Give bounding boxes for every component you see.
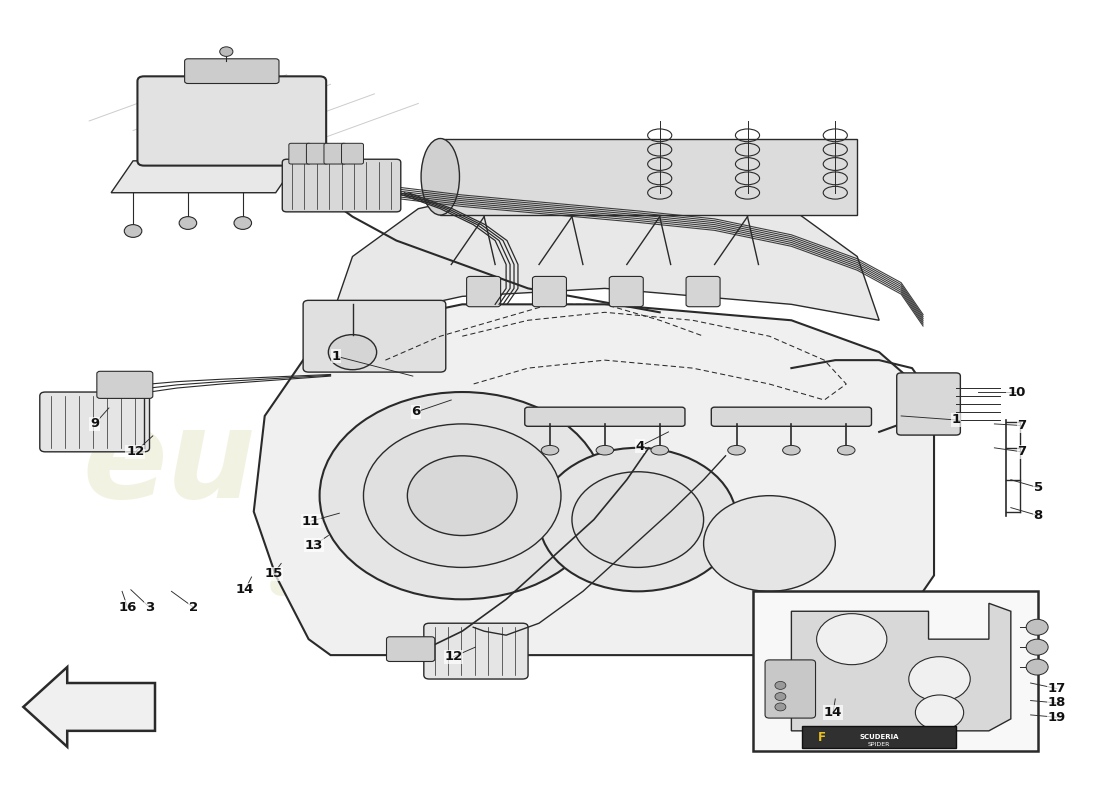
Text: 17: 17 xyxy=(1048,682,1066,695)
Polygon shape xyxy=(440,138,857,215)
Text: 6: 6 xyxy=(411,406,421,418)
FancyBboxPatch shape xyxy=(424,623,528,679)
Polygon shape xyxy=(331,185,879,320)
FancyBboxPatch shape xyxy=(532,277,566,306)
FancyBboxPatch shape xyxy=(185,58,279,83)
Text: 12: 12 xyxy=(126,446,144,458)
Text: 9: 9 xyxy=(90,418,99,430)
FancyBboxPatch shape xyxy=(802,726,956,748)
Text: 7: 7 xyxy=(1018,446,1026,458)
Ellipse shape xyxy=(596,446,614,455)
Text: 13: 13 xyxy=(305,538,323,551)
FancyBboxPatch shape xyxy=(466,277,500,306)
FancyBboxPatch shape xyxy=(754,591,1038,750)
Text: 1: 1 xyxy=(952,414,960,426)
FancyBboxPatch shape xyxy=(283,159,400,212)
FancyBboxPatch shape xyxy=(304,300,446,372)
Circle shape xyxy=(816,614,887,665)
FancyBboxPatch shape xyxy=(712,407,871,426)
Text: SPIDER: SPIDER xyxy=(868,742,890,747)
Text: 12: 12 xyxy=(444,650,463,663)
FancyBboxPatch shape xyxy=(307,143,329,164)
FancyBboxPatch shape xyxy=(896,373,960,435)
Circle shape xyxy=(774,703,785,711)
Text: SCUDERIA: SCUDERIA xyxy=(859,734,899,740)
Text: F: F xyxy=(818,730,826,744)
Circle shape xyxy=(234,217,252,230)
Text: 5: 5 xyxy=(1034,481,1043,494)
FancyBboxPatch shape xyxy=(97,371,153,398)
Circle shape xyxy=(363,424,561,567)
Text: euro: euro xyxy=(82,403,404,524)
Polygon shape xyxy=(791,603,1011,731)
Polygon shape xyxy=(254,304,934,655)
Text: 4: 4 xyxy=(636,440,645,453)
Text: 14: 14 xyxy=(824,706,843,719)
Text: 10: 10 xyxy=(1008,386,1025,398)
Text: 11: 11 xyxy=(301,514,320,528)
Circle shape xyxy=(220,47,233,56)
Circle shape xyxy=(1026,659,1048,675)
Text: 14: 14 xyxy=(235,583,254,596)
FancyBboxPatch shape xyxy=(40,392,150,452)
Ellipse shape xyxy=(837,446,855,455)
Circle shape xyxy=(124,225,142,238)
Text: a passion: a passion xyxy=(270,541,656,610)
Circle shape xyxy=(1026,619,1048,635)
Text: 2: 2 xyxy=(189,601,198,614)
Text: 1: 1 xyxy=(331,350,341,362)
Circle shape xyxy=(909,657,970,702)
Ellipse shape xyxy=(421,138,460,215)
Ellipse shape xyxy=(728,446,746,455)
Text: 19: 19 xyxy=(1048,710,1066,724)
Circle shape xyxy=(179,217,197,230)
Circle shape xyxy=(539,448,737,591)
FancyBboxPatch shape xyxy=(324,143,345,164)
FancyBboxPatch shape xyxy=(386,637,434,662)
Circle shape xyxy=(329,334,376,370)
FancyBboxPatch shape xyxy=(525,407,685,426)
Circle shape xyxy=(1026,639,1048,655)
Circle shape xyxy=(774,693,785,701)
Ellipse shape xyxy=(651,446,669,455)
Ellipse shape xyxy=(782,446,800,455)
FancyBboxPatch shape xyxy=(289,143,311,164)
FancyBboxPatch shape xyxy=(766,660,815,718)
Text: 18: 18 xyxy=(1047,697,1066,710)
Circle shape xyxy=(320,392,605,599)
FancyBboxPatch shape xyxy=(686,277,720,306)
FancyBboxPatch shape xyxy=(609,277,644,306)
Polygon shape xyxy=(23,667,155,746)
Text: 15: 15 xyxy=(264,567,283,580)
Circle shape xyxy=(774,682,785,690)
Circle shape xyxy=(407,456,517,535)
Polygon shape xyxy=(111,161,298,193)
Text: 16: 16 xyxy=(119,601,136,614)
Circle shape xyxy=(572,472,704,567)
Ellipse shape xyxy=(541,446,559,455)
Circle shape xyxy=(704,496,835,591)
Text: 3: 3 xyxy=(145,601,154,614)
FancyBboxPatch shape xyxy=(138,76,327,166)
Text: 7: 7 xyxy=(1018,419,1026,432)
Text: 8: 8 xyxy=(1034,509,1043,522)
FancyBboxPatch shape xyxy=(341,143,363,164)
Circle shape xyxy=(915,695,964,730)
